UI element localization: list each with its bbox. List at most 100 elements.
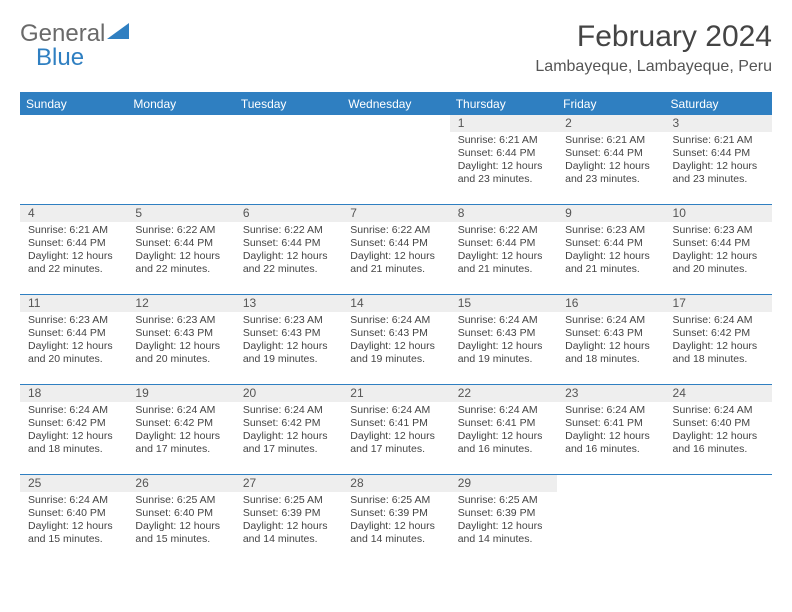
- sunrise-text: Sunrise: 6:25 AM: [243, 494, 338, 507]
- calendar-week-row: 11Sunrise: 6:23 AMSunset: 6:44 PMDayligh…: [20, 295, 772, 385]
- day-details: Sunrise: 6:23 AMSunset: 6:44 PMDaylight:…: [665, 222, 772, 279]
- sunset-text: Sunset: 6:42 PM: [28, 417, 123, 430]
- day-details: Sunrise: 6:24 AMSunset: 6:42 PMDaylight:…: [235, 402, 342, 459]
- day-number: 9: [557, 205, 664, 222]
- day-details: Sunrise: 6:22 AMSunset: 6:44 PMDaylight:…: [235, 222, 342, 279]
- day-details: Sunrise: 6:24 AMSunset: 6:40 PMDaylight:…: [665, 402, 772, 459]
- day-number: 14: [342, 295, 449, 312]
- daylight-text: Daylight: 12 hours and 20 minutes.: [135, 340, 230, 366]
- day-number: [665, 475, 772, 492]
- sunset-text: Sunset: 6:44 PM: [565, 147, 660, 160]
- daylight-text: Daylight: 12 hours and 17 minutes.: [243, 430, 338, 456]
- calendar-day-cell: [20, 115, 127, 205]
- day-details: Sunrise: 6:24 AMSunset: 6:43 PMDaylight:…: [450, 312, 557, 369]
- calendar-day-cell: 14Sunrise: 6:24 AMSunset: 6:43 PMDayligh…: [342, 295, 449, 385]
- sunset-text: Sunset: 6:40 PM: [673, 417, 768, 430]
- calendar-day-cell: 18Sunrise: 6:24 AMSunset: 6:42 PMDayligh…: [20, 385, 127, 475]
- sunset-text: Sunset: 6:40 PM: [28, 507, 123, 520]
- sunset-text: Sunset: 6:40 PM: [135, 507, 230, 520]
- sunset-text: Sunset: 6:43 PM: [565, 327, 660, 340]
- daylight-text: Daylight: 12 hours and 23 minutes.: [673, 160, 768, 186]
- day-details: [235, 132, 342, 136]
- day-details: Sunrise: 6:24 AMSunset: 6:41 PMDaylight:…: [557, 402, 664, 459]
- day-number: 29: [450, 475, 557, 492]
- day-number: 17: [665, 295, 772, 312]
- day-details: Sunrise: 6:24 AMSunset: 6:40 PMDaylight:…: [20, 492, 127, 549]
- day-number: 12: [127, 295, 234, 312]
- day-details: Sunrise: 6:24 AMSunset: 6:41 PMDaylight:…: [342, 402, 449, 459]
- sunrise-text: Sunrise: 6:21 AM: [673, 134, 768, 147]
- sunrise-text: Sunrise: 6:24 AM: [28, 404, 123, 417]
- day-details: Sunrise: 6:21 AMSunset: 6:44 PMDaylight:…: [20, 222, 127, 279]
- day-details: Sunrise: 6:24 AMSunset: 6:43 PMDaylight:…: [342, 312, 449, 369]
- sunset-text: Sunset: 6:43 PM: [243, 327, 338, 340]
- daylight-text: Daylight: 12 hours and 22 minutes.: [243, 250, 338, 276]
- calendar-week-row: 4Sunrise: 6:21 AMSunset: 6:44 PMDaylight…: [20, 205, 772, 295]
- calendar-day-cell: [342, 115, 449, 205]
- day-number: 11: [20, 295, 127, 312]
- day-number: 26: [127, 475, 234, 492]
- calendar-day-cell: 8Sunrise: 6:22 AMSunset: 6:44 PMDaylight…: [450, 205, 557, 295]
- sunset-text: Sunset: 6:39 PM: [243, 507, 338, 520]
- sunset-text: Sunset: 6:43 PM: [135, 327, 230, 340]
- sunrise-text: Sunrise: 6:25 AM: [350, 494, 445, 507]
- day-details: Sunrise: 6:22 AMSunset: 6:44 PMDaylight:…: [450, 222, 557, 279]
- daylight-text: Daylight: 12 hours and 16 minutes.: [565, 430, 660, 456]
- day-number: 16: [557, 295, 664, 312]
- sunset-text: Sunset: 6:42 PM: [673, 327, 768, 340]
- calendar-week-row: 1Sunrise: 6:21 AMSunset: 6:44 PMDaylight…: [20, 115, 772, 205]
- sunrise-text: Sunrise: 6:23 AM: [135, 314, 230, 327]
- sunrise-text: Sunrise: 6:24 AM: [673, 404, 768, 417]
- daylight-text: Daylight: 12 hours and 18 minutes.: [673, 340, 768, 366]
- sunset-text: Sunset: 6:43 PM: [350, 327, 445, 340]
- calendar-day-cell: 6Sunrise: 6:22 AMSunset: 6:44 PMDaylight…: [235, 205, 342, 295]
- daylight-text: Daylight: 12 hours and 18 minutes.: [565, 340, 660, 366]
- sunset-text: Sunset: 6:43 PM: [458, 327, 553, 340]
- calendar-day-cell: 19Sunrise: 6:24 AMSunset: 6:42 PMDayligh…: [127, 385, 234, 475]
- day-number: 23: [557, 385, 664, 402]
- day-number: 15: [450, 295, 557, 312]
- sunrise-text: Sunrise: 6:24 AM: [350, 314, 445, 327]
- sunrise-text: Sunrise: 6:24 AM: [350, 404, 445, 417]
- sunrise-text: Sunrise: 6:21 AM: [458, 134, 553, 147]
- daylight-text: Daylight: 12 hours and 17 minutes.: [135, 430, 230, 456]
- location-label: Lambayeque, Lambayeque, Peru: [535, 58, 772, 76]
- sunrise-text: Sunrise: 6:22 AM: [350, 224, 445, 237]
- sunset-text: Sunset: 6:41 PM: [350, 417, 445, 430]
- title-block: February 2024 Lambayeque, Lambayeque, Pe…: [535, 20, 772, 76]
- day-details: Sunrise: 6:22 AMSunset: 6:44 PMDaylight:…: [127, 222, 234, 279]
- logo-triangle-icon: [107, 20, 129, 48]
- calendar-body: 1Sunrise: 6:21 AMSunset: 6:44 PMDaylight…: [20, 115, 772, 565]
- calendar-day-cell: [665, 475, 772, 565]
- day-number: [20, 115, 127, 132]
- day-number: 13: [235, 295, 342, 312]
- sunrise-text: Sunrise: 6:24 AM: [565, 314, 660, 327]
- sunrise-text: Sunrise: 6:21 AM: [565, 134, 660, 147]
- calendar-day-cell: 26Sunrise: 6:25 AMSunset: 6:40 PMDayligh…: [127, 475, 234, 565]
- day-details: Sunrise: 6:23 AMSunset: 6:44 PMDaylight:…: [20, 312, 127, 369]
- sunrise-text: Sunrise: 6:22 AM: [135, 224, 230, 237]
- day-header: Thursday: [450, 93, 557, 115]
- sunset-text: Sunset: 6:41 PM: [565, 417, 660, 430]
- calendar-week-row: 18Sunrise: 6:24 AMSunset: 6:42 PMDayligh…: [20, 385, 772, 475]
- calendar-day-cell: 22Sunrise: 6:24 AMSunset: 6:41 PMDayligh…: [450, 385, 557, 475]
- sunrise-text: Sunrise: 6:25 AM: [135, 494, 230, 507]
- daylight-text: Daylight: 12 hours and 20 minutes.: [28, 340, 123, 366]
- day-details: Sunrise: 6:23 AMSunset: 6:43 PMDaylight:…: [127, 312, 234, 369]
- day-number: 25: [20, 475, 127, 492]
- sunrise-text: Sunrise: 6:23 AM: [243, 314, 338, 327]
- calendar-day-cell: 17Sunrise: 6:24 AMSunset: 6:42 PMDayligh…: [665, 295, 772, 385]
- day-number: 20: [235, 385, 342, 402]
- day-details: Sunrise: 6:25 AMSunset: 6:39 PMDaylight:…: [342, 492, 449, 549]
- calendar-day-cell: 11Sunrise: 6:23 AMSunset: 6:44 PMDayligh…: [20, 295, 127, 385]
- daylight-text: Daylight: 12 hours and 18 minutes.: [28, 430, 123, 456]
- daylight-text: Daylight: 12 hours and 23 minutes.: [565, 160, 660, 186]
- daylight-text: Daylight: 12 hours and 15 minutes.: [28, 520, 123, 546]
- day-details: [665, 492, 772, 496]
- day-number: 8: [450, 205, 557, 222]
- sunset-text: Sunset: 6:39 PM: [458, 507, 553, 520]
- sunset-text: Sunset: 6:42 PM: [243, 417, 338, 430]
- daylight-text: Daylight: 12 hours and 23 minutes.: [458, 160, 553, 186]
- calendar-day-cell: 21Sunrise: 6:24 AMSunset: 6:41 PMDayligh…: [342, 385, 449, 475]
- day-number: 22: [450, 385, 557, 402]
